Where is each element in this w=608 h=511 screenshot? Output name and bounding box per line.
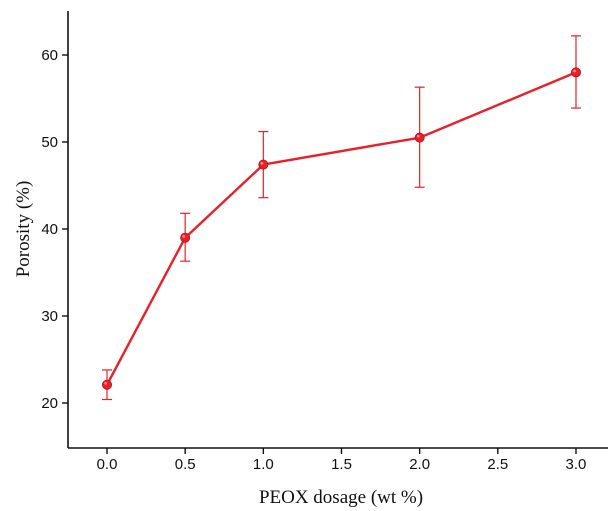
data-point bbox=[570, 67, 581, 78]
data-point-highlight bbox=[573, 69, 576, 73]
y-tick-label: 60 bbox=[41, 47, 58, 64]
x-tick-label: 1.5 bbox=[331, 456, 352, 473]
data-point-highlight bbox=[104, 381, 107, 385]
data-point-highlight bbox=[260, 161, 264, 165]
data-point bbox=[102, 379, 113, 390]
data-point-highlight bbox=[182, 234, 186, 238]
data-point bbox=[258, 159, 269, 170]
series-line bbox=[105, 71, 577, 386]
x-axis-title: PEOX dosage (wt %) bbox=[259, 487, 423, 508]
data-point-highlight bbox=[416, 134, 420, 138]
axes bbox=[67, 11, 608, 449]
x-tick-label: 2.5 bbox=[487, 456, 508, 473]
y-tick-label: 30 bbox=[41, 308, 58, 325]
x-tick-label: 0.0 bbox=[97, 456, 118, 473]
data-point bbox=[180, 232, 191, 243]
y-ticks: 20 30 40 50 60 bbox=[41, 47, 68, 412]
x-ticks: 0.0 0.5 1.0 1.5 2.0 2.5 3.0 bbox=[97, 448, 587, 473]
x-tick-label: 2.0 bbox=[409, 456, 430, 473]
y-axis-title: Porosity (%) bbox=[13, 181, 34, 278]
y-tick-label: 20 bbox=[41, 395, 58, 412]
x-tick-label: 0.5 bbox=[175, 456, 196, 473]
error-bars bbox=[102, 35, 581, 401]
data-point bbox=[414, 132, 425, 143]
y-tick-label: 40 bbox=[41, 221, 58, 238]
y-tick-label: 50 bbox=[41, 134, 58, 151]
x-tick-label: 3.0 bbox=[566, 456, 587, 473]
data-series bbox=[102, 67, 581, 390]
x-tick-label: 1.0 bbox=[253, 456, 274, 473]
